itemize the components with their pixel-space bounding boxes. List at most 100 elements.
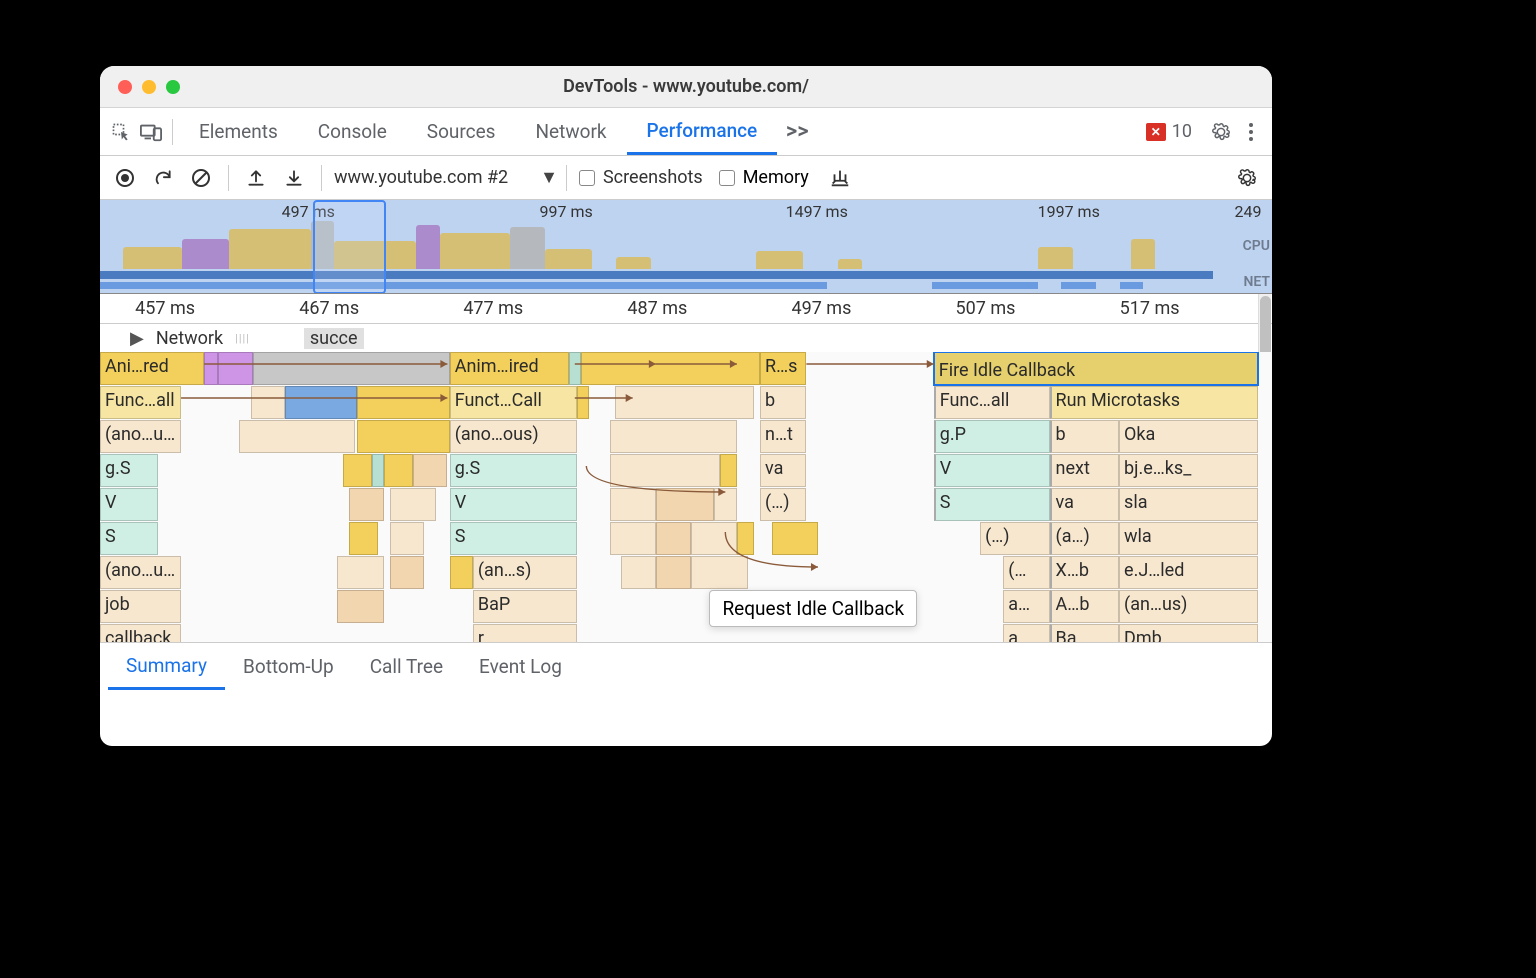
flame-frame[interactable]: Dmb xyxy=(1119,624,1258,642)
flame-frame[interactable]: Fire Idle Callback xyxy=(934,352,1258,385)
flame-frame[interactable] xyxy=(656,488,714,521)
flame-frame[interactable] xyxy=(610,454,720,487)
upload-profile-icon[interactable] xyxy=(241,163,271,193)
flame-frame[interactable]: (ano…ous) xyxy=(450,420,577,453)
flame-frame[interactable]: Ani…red xyxy=(100,352,204,385)
flame-frame[interactable]: va xyxy=(760,454,806,487)
flame-frame[interactable] xyxy=(615,386,754,419)
flame-frame[interactable] xyxy=(337,556,383,589)
flame-frame[interactable]: Oka xyxy=(1119,420,1258,453)
tab-elements[interactable]: Elements xyxy=(179,108,298,155)
flame-frame[interactable] xyxy=(384,454,413,487)
flame-frame[interactable]: (…) xyxy=(760,488,806,521)
flame-frame[interactable] xyxy=(737,522,754,555)
details-tab-event-log[interactable]: Event Log xyxy=(461,643,580,690)
flame-frame[interactable]: (a…) xyxy=(1050,522,1119,555)
flame-frame[interactable] xyxy=(691,522,737,555)
flame-frame[interactable]: V xyxy=(450,488,577,521)
flame-frame[interactable]: S xyxy=(100,522,158,555)
flame-frame[interactable] xyxy=(691,556,749,589)
flame-frame[interactable] xyxy=(372,454,384,487)
network-track-header[interactable]: ▶ Network |||| succe xyxy=(100,324,1272,352)
flame-frame[interactable]: (ano…us) xyxy=(100,420,181,453)
details-tab-call-tree[interactable]: Call Tree xyxy=(352,643,461,690)
flame-frame[interactable] xyxy=(357,386,450,419)
flame-frame[interactable] xyxy=(610,420,737,453)
flame-frame[interactable]: n…t xyxy=(760,420,806,453)
flame-frame[interactable] xyxy=(349,522,378,555)
flame-frame[interactable]: V xyxy=(934,454,1050,487)
flame-frame[interactable]: e.J…led xyxy=(1119,556,1258,589)
download-profile-icon[interactable] xyxy=(279,163,309,193)
flame-frame[interactable] xyxy=(577,386,589,419)
device-toggle-icon[interactable] xyxy=(136,117,166,147)
flame-frame[interactable]: job xyxy=(100,590,181,623)
flame-frame[interactable] xyxy=(569,352,581,385)
flame-frame[interactable] xyxy=(218,352,253,385)
garbage-collect-icon[interactable] xyxy=(825,163,855,193)
flame-frame[interactable]: sla xyxy=(1119,488,1258,521)
tab-console[interactable]: Console xyxy=(298,108,407,155)
flame-frame[interactable]: va xyxy=(1050,488,1119,521)
memory-checkbox[interactable]: Memory xyxy=(719,167,809,188)
flame-frame[interactable] xyxy=(337,590,383,623)
flame-frame[interactable] xyxy=(253,352,450,385)
flame-frame[interactable]: Func…all xyxy=(934,386,1050,419)
flame-frame[interactable] xyxy=(285,386,357,419)
flame-frame[interactable] xyxy=(413,454,448,487)
flame-frame[interactable] xyxy=(349,488,384,521)
flame-frame[interactable]: S xyxy=(934,488,1050,521)
flame-frame[interactable]: g.S xyxy=(450,454,577,487)
flame-frame[interactable]: BaP xyxy=(473,590,577,623)
kebab-menu-icon[interactable] xyxy=(1236,117,1266,147)
flame-frame[interactable]: (… xyxy=(1003,556,1049,589)
tab-performance[interactable]: Performance xyxy=(627,108,778,155)
flame-frame[interactable] xyxy=(714,488,737,521)
flame-frame[interactable] xyxy=(656,556,691,589)
flame-frame[interactable] xyxy=(251,386,286,419)
flame-frame[interactable] xyxy=(610,488,656,521)
record-button-icon[interactable] xyxy=(110,163,140,193)
flame-frame[interactable] xyxy=(357,420,450,453)
flame-frame[interactable] xyxy=(204,352,218,385)
flame-frame[interactable]: r xyxy=(473,624,577,642)
flame-frame[interactable]: Anim…ired xyxy=(450,352,569,385)
flame-frame[interactable]: next xyxy=(1050,454,1119,487)
flame-frame[interactable] xyxy=(390,488,436,521)
overview-selection-handle[interactable] xyxy=(313,200,386,294)
flame-frame[interactable]: Func…all xyxy=(100,386,181,419)
maximize-window-button[interactable] xyxy=(166,80,180,94)
flame-frame[interactable]: X…b xyxy=(1050,556,1119,589)
flame-frame[interactable]: g.S xyxy=(100,454,158,487)
capture-settings-gear-icon[interactable] xyxy=(1232,163,1262,193)
tab-sources[interactable]: Sources xyxy=(407,108,516,155)
flame-frame[interactable]: S xyxy=(450,522,577,555)
flame-frame[interactable]: (…) xyxy=(980,522,1049,555)
flame-frame[interactable] xyxy=(720,454,737,487)
tab-network[interactable]: Network xyxy=(515,108,626,155)
flame-frame[interactable] xyxy=(390,522,425,555)
flame-frame[interactable]: wla xyxy=(1119,522,1258,555)
more-tabs-button[interactable]: >> xyxy=(777,117,817,147)
flame-frame[interactable]: A…b xyxy=(1050,590,1119,623)
flame-frame[interactable] xyxy=(610,522,656,555)
flame-frame[interactable]: g.P xyxy=(934,420,1050,453)
flame-frame[interactable]: Run Microtasks xyxy=(1050,386,1258,419)
flame-frame[interactable]: Funct…Call xyxy=(450,386,577,419)
flame-frame[interactable] xyxy=(450,556,473,589)
timeline-overview[interactable]: 497 ms997 ms1497 ms1997 ms249 CPU NET xyxy=(100,200,1272,294)
flame-frame[interactable]: (ano…us) xyxy=(100,556,181,589)
flame-frame[interactable]: a xyxy=(1003,624,1049,642)
network-request-bar[interactable]: succe xyxy=(304,328,364,349)
inspect-element-icon[interactable] xyxy=(106,117,136,147)
flame-frame[interactable] xyxy=(239,420,355,453)
screenshots-checkbox[interactable]: Screenshots xyxy=(566,165,703,191)
flame-frame[interactable]: callback xyxy=(100,624,181,642)
flame-frame[interactable]: b xyxy=(760,386,806,419)
minimize-window-button[interactable] xyxy=(142,80,156,94)
flame-frame[interactable] xyxy=(343,454,372,487)
close-window-button[interactable] xyxy=(118,80,132,94)
flame-frame[interactable]: (an…s) xyxy=(473,556,577,589)
recording-select[interactable]: www.youtube.com #2 ▼ xyxy=(321,165,558,191)
flame-frame[interactable] xyxy=(656,522,691,555)
